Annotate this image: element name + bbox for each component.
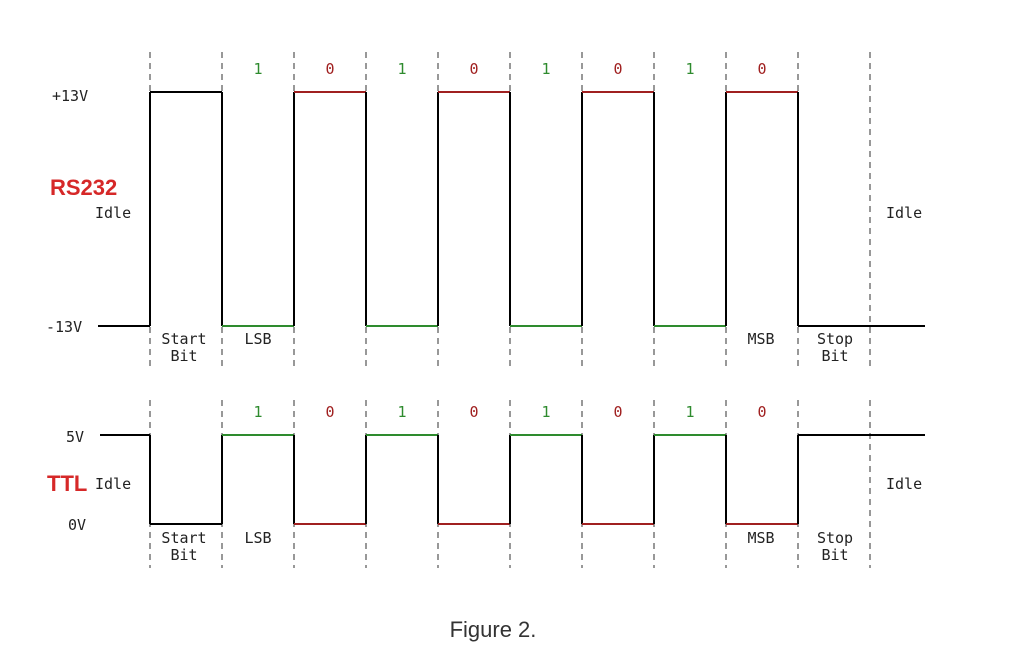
rs232-bit-value-label: 0	[325, 60, 334, 78]
rs232-stop-bit-label-line1: Stop	[817, 330, 853, 348]
rs232-title: RS232	[50, 175, 117, 200]
ttl-bit-value-label: 1	[397, 403, 406, 421]
ttl-bit-value-label: 1	[253, 403, 262, 421]
ttl-bit-value-label: 1	[685, 403, 694, 421]
rs232-bit-labels: 1 0 1 0 1 0 1 0	[253, 60, 766, 78]
rs232-bit-value-label: 0	[757, 60, 766, 78]
rs232-bit-value-label: 1	[253, 60, 262, 78]
rs232-lsb-label: LSB	[244, 330, 271, 348]
ttl-lsb-label: LSB	[244, 529, 271, 547]
ttl-stop-bit-label-line2: Bit	[821, 546, 848, 564]
ttl-title: TTL	[47, 471, 87, 496]
ttl-start-bit-label-line1: Start	[161, 529, 206, 547]
rs232-bit-value-label: 0	[469, 60, 478, 78]
rs232-low-voltage-label: -13V	[46, 318, 82, 336]
rs232-bit-value-label: 0	[613, 60, 622, 78]
ttl-bit-value-label: 0	[469, 403, 478, 421]
ttl-high-voltage-label: 5V	[66, 428, 84, 446]
rs232-start-bit-label-line2: Bit	[170, 347, 197, 365]
rs232-bit-value-label: 1	[397, 60, 406, 78]
rs232-stop-bit-label-line2: Bit	[821, 347, 848, 365]
ttl-idle-left-label: Idle	[95, 475, 131, 493]
rs232-bit-value-label: 1	[685, 60, 694, 78]
rs232-msb-label: MSB	[747, 330, 774, 348]
ttl-low-voltage-label: 0V	[68, 516, 86, 534]
figure-caption: Figure 2.	[450, 617, 537, 642]
rs232-waveform	[98, 91, 925, 327]
ttl-bit-value-label: 0	[613, 403, 622, 421]
ttl-panel: TTL 5V 0V Idle Idle 1 0 1 0 1 0 1 0 Start Bit L…	[47, 403, 925, 564]
ttl-idle-right-label: Idle	[886, 475, 922, 493]
ttl-start-bit-label-line2: Bit	[170, 546, 197, 564]
rs232-high-voltage-label: +13V	[52, 87, 88, 105]
rs232-bit-value-label: 1	[541, 60, 550, 78]
ttl-bit-labels: 1 0 1 0 1 0 1 0	[253, 403, 766, 421]
rs232-idle-right-label: Idle	[886, 204, 922, 222]
ttl-bit-value-label: 0	[325, 403, 334, 421]
rs232-start-bit-label-line1: Start	[161, 330, 206, 348]
ttl-bit-value-label: 0	[757, 403, 766, 421]
ttl-bit-value-label: 1	[541, 403, 550, 421]
ttl-msb-label: MSB	[747, 529, 774, 547]
ttl-stop-bit-label-line1: Stop	[817, 529, 853, 547]
ttl-waveform	[100, 434, 925, 525]
rs232-panel: RS232 +13V -13V Idle Idle 1 0 1 0 1 0 1 0 Start…	[46, 60, 925, 365]
rs232-idle-left-label: Idle	[95, 204, 131, 222]
